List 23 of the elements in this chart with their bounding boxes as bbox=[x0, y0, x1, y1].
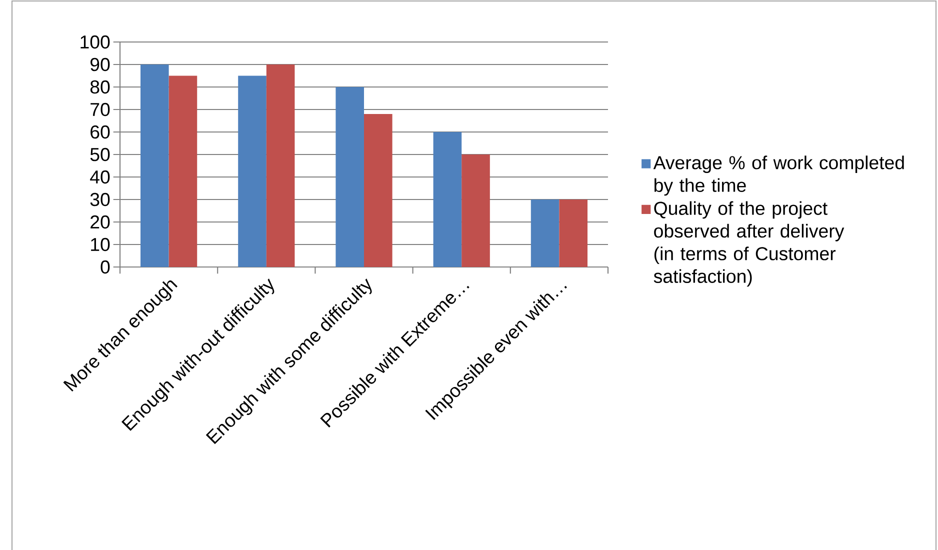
bar bbox=[559, 200, 588, 267]
bar bbox=[266, 64, 295, 267]
bar bbox=[364, 114, 392, 267]
bar bbox=[530, 200, 560, 267]
y-tick-label: 40 bbox=[90, 170, 110, 184]
y-tick-label: 60 bbox=[90, 125, 110, 139]
y-tick-label: 80 bbox=[90, 80, 110, 94]
bar bbox=[238, 76, 266, 267]
bar bbox=[433, 132, 462, 267]
bar bbox=[336, 86, 364, 267]
y-tick-label: 50 bbox=[90, 148, 110, 162]
legend-label: Average % of work completed by the time bbox=[653, 156, 904, 196]
y-tick-label: 10 bbox=[91, 238, 110, 252]
y-tick-label: 0 bbox=[100, 260, 110, 274]
y-tick-label: 20 bbox=[90, 215, 110, 229]
y-tick-label: 90 bbox=[90, 58, 110, 72]
bar bbox=[168, 76, 198, 267]
legend-label: Quality of the project observed after delivery (in terms of Customer satisfaction) bbox=[654, 201, 844, 287]
bar bbox=[462, 154, 490, 267]
y-tick-label: 30 bbox=[90, 192, 110, 206]
y-tick-label: 100 bbox=[80, 35, 110, 49]
bar bbox=[140, 64, 169, 267]
y-tick-label: 70 bbox=[90, 102, 110, 116]
